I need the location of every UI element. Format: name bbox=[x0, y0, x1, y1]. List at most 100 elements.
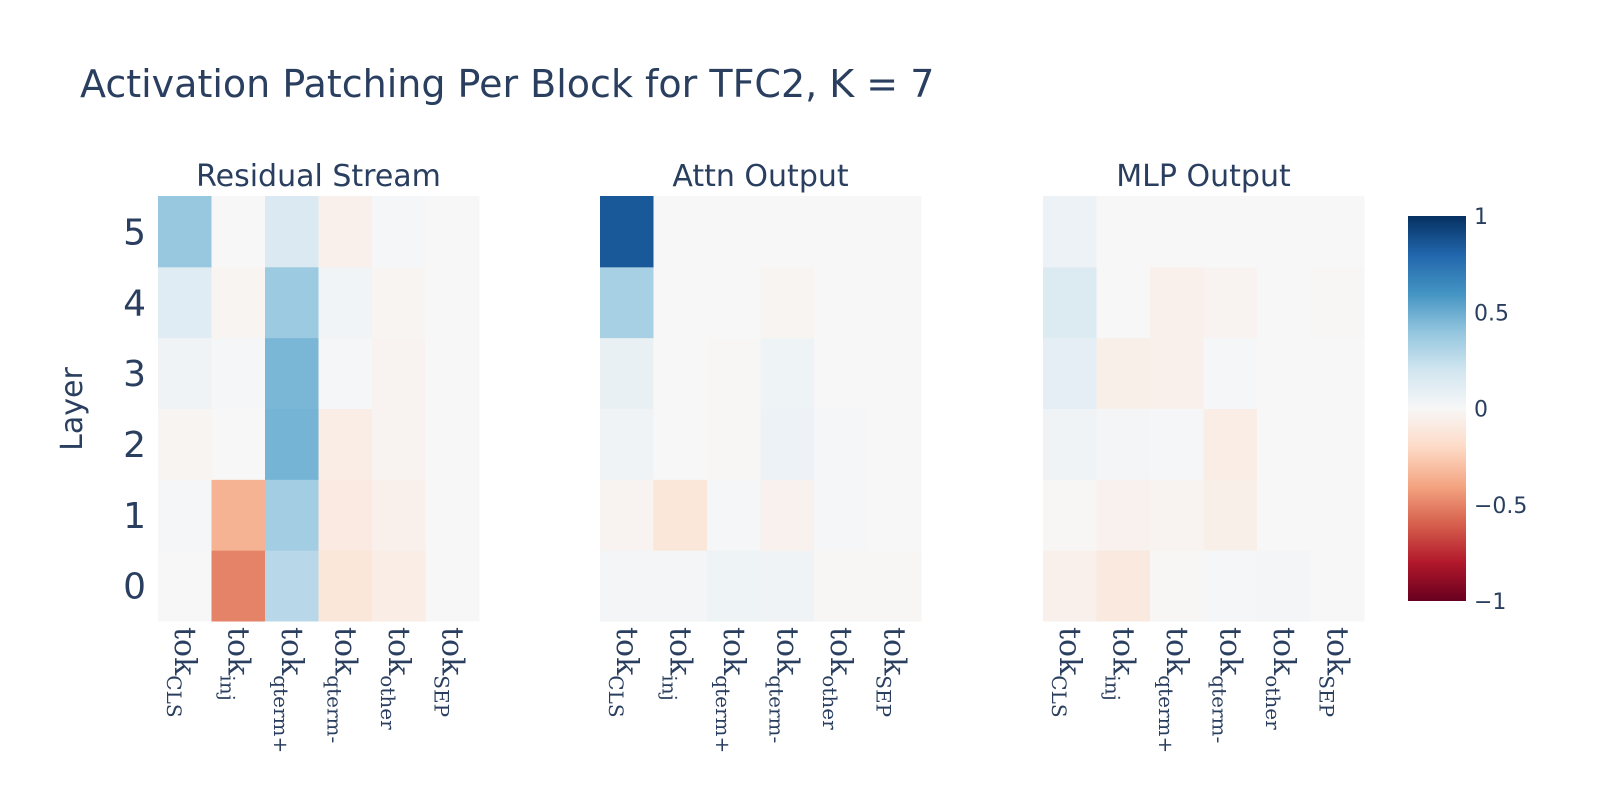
heatmap-cell bbox=[653, 266, 708, 339]
heatmap-cell bbox=[1043, 479, 1097, 551]
heatmap-cell bbox=[211, 550, 266, 622]
panel-title: Attn Output bbox=[672, 159, 849, 194]
heatmap-cell bbox=[867, 550, 922, 622]
heatmap-cell bbox=[760, 479, 815, 551]
heatmap-cell bbox=[1096, 550, 1151, 622]
heatmap-cell bbox=[372, 337, 426, 409]
heatmap-cell bbox=[425, 408, 480, 480]
heatmap-cell bbox=[1257, 266, 1311, 339]
colorbar-tick-label: 0.5 bbox=[1474, 301, 1509, 326]
heatmap-cell bbox=[1257, 196, 1311, 268]
heatmap-cell bbox=[318, 196, 373, 268]
heatmap-cell bbox=[814, 550, 868, 622]
heatmap-cell bbox=[1043, 550, 1097, 622]
heatmap-cell bbox=[1257, 479, 1311, 551]
heatmap-cell bbox=[1150, 266, 1204, 339]
heatmap-cell bbox=[814, 408, 868, 480]
heatmap-cell bbox=[707, 266, 761, 339]
heatmap-cell bbox=[1310, 266, 1365, 339]
heatmap-cell bbox=[653, 479, 708, 551]
heatmap-panel-2: MLP Output tokCLS tokinj tokqterm+ tokqterm-… bbox=[1043, 159, 1365, 753]
heatmap-cell bbox=[425, 337, 480, 409]
heatmap-cell bbox=[1096, 408, 1151, 480]
heatmap-cell bbox=[1310, 408, 1365, 480]
heatmap-cell bbox=[318, 337, 373, 409]
chart-title: Activation Patching Per Block for TFC2, … bbox=[80, 62, 935, 106]
y-tick-label: 4 bbox=[123, 283, 146, 324]
heatmap-cell bbox=[1203, 337, 1258, 409]
x-tick-label: tokCLS bbox=[1047, 627, 1087, 718]
heatmap-cell bbox=[600, 408, 654, 480]
heatmap-cell bbox=[158, 337, 212, 409]
colorbar-tick-label: 0 bbox=[1474, 398, 1488, 423]
heatmap-cell bbox=[1096, 196, 1151, 268]
heatmap-cell bbox=[1096, 266, 1151, 339]
heatmap-cell bbox=[1043, 196, 1097, 268]
x-tick-label: tokother bbox=[376, 627, 416, 730]
heatmap-cell bbox=[318, 550, 373, 622]
x-tick-label: tokCLS bbox=[604, 627, 644, 718]
colorbar-tick-label: −0.5 bbox=[1474, 494, 1527, 519]
colorbar-gradient bbox=[1408, 216, 1466, 601]
heatmap-cell bbox=[211, 408, 266, 480]
heatmap-cell bbox=[814, 479, 868, 551]
heatmap-cell bbox=[1203, 266, 1258, 339]
x-tick-label: tokSEP bbox=[871, 627, 911, 717]
heatmap-cell bbox=[265, 337, 319, 409]
heatmap-cell bbox=[1150, 196, 1204, 268]
x-tick-label: tokqterm- bbox=[322, 627, 362, 743]
heatmap-cell bbox=[1310, 550, 1365, 622]
heatmap-cell bbox=[211, 196, 266, 268]
heatmap-cell bbox=[600, 479, 654, 551]
y-tick-label: 5 bbox=[123, 212, 146, 253]
heatmap-cell bbox=[425, 196, 480, 268]
heatmap-cell bbox=[760, 337, 815, 409]
heatmap-cell bbox=[158, 479, 212, 551]
heatmap-cell bbox=[1150, 479, 1204, 551]
heatmap-cell bbox=[372, 550, 426, 622]
x-tick-label: tokqterm+ bbox=[1154, 627, 1194, 753]
y-tick-label: 2 bbox=[123, 425, 146, 466]
heatmap-cell bbox=[425, 550, 480, 622]
heatmap-cell bbox=[1203, 479, 1258, 551]
heatmap-cell bbox=[158, 408, 212, 480]
heatmap-cell bbox=[211, 337, 266, 409]
heatmap-cell bbox=[760, 266, 815, 339]
heatmap-cell bbox=[1150, 337, 1204, 409]
heatmap-cell bbox=[372, 266, 426, 339]
heatmap-cell bbox=[265, 550, 319, 622]
heatmap-cell bbox=[158, 550, 212, 622]
heatmap-cell bbox=[867, 266, 922, 339]
heatmap-cell bbox=[867, 337, 922, 409]
heatmap-cell bbox=[211, 479, 266, 551]
heatmap-cell bbox=[1150, 408, 1204, 480]
panel-title: MLP Output bbox=[1116, 159, 1291, 194]
heatmap-panels: Residual Stream tokCLS tokinj tokqterm+ tokq… bbox=[158, 159, 1365, 753]
y-tick-label: 3 bbox=[123, 354, 146, 395]
heatmap-cell bbox=[1310, 479, 1365, 551]
heatmap-cell bbox=[600, 196, 654, 268]
heatmap-cell bbox=[1203, 196, 1258, 268]
heatmap-cell bbox=[760, 408, 815, 480]
heatmap-cell bbox=[265, 408, 319, 480]
heatmap-cell bbox=[1203, 408, 1258, 480]
heatmap-cell bbox=[653, 196, 708, 268]
heatmap-cell bbox=[814, 266, 868, 339]
heatmap-cell bbox=[372, 408, 426, 480]
heatmap-cell bbox=[1150, 550, 1204, 622]
heatmap-cell bbox=[814, 196, 868, 268]
heatmap-cell bbox=[707, 479, 761, 551]
x-tick-label: tokqterm- bbox=[1207, 627, 1247, 743]
heatmap-cell bbox=[867, 408, 922, 480]
heatmap-cell bbox=[600, 337, 654, 409]
heatmap-cell bbox=[1096, 479, 1151, 551]
heatmap-cell bbox=[707, 408, 761, 480]
x-tick-label: tokinj bbox=[657, 627, 697, 701]
colorbar-tick-label: 1 bbox=[1474, 205, 1488, 230]
x-tick-label: tokother bbox=[1261, 627, 1301, 730]
heatmap-cell bbox=[318, 408, 373, 480]
heatmap-panel-1: Attn Output tokCLS tokinj tokqterm+ tokqterm… bbox=[600, 159, 922, 753]
y-axis-label: Layer bbox=[55, 367, 90, 451]
heatmap-cell bbox=[1043, 337, 1097, 409]
